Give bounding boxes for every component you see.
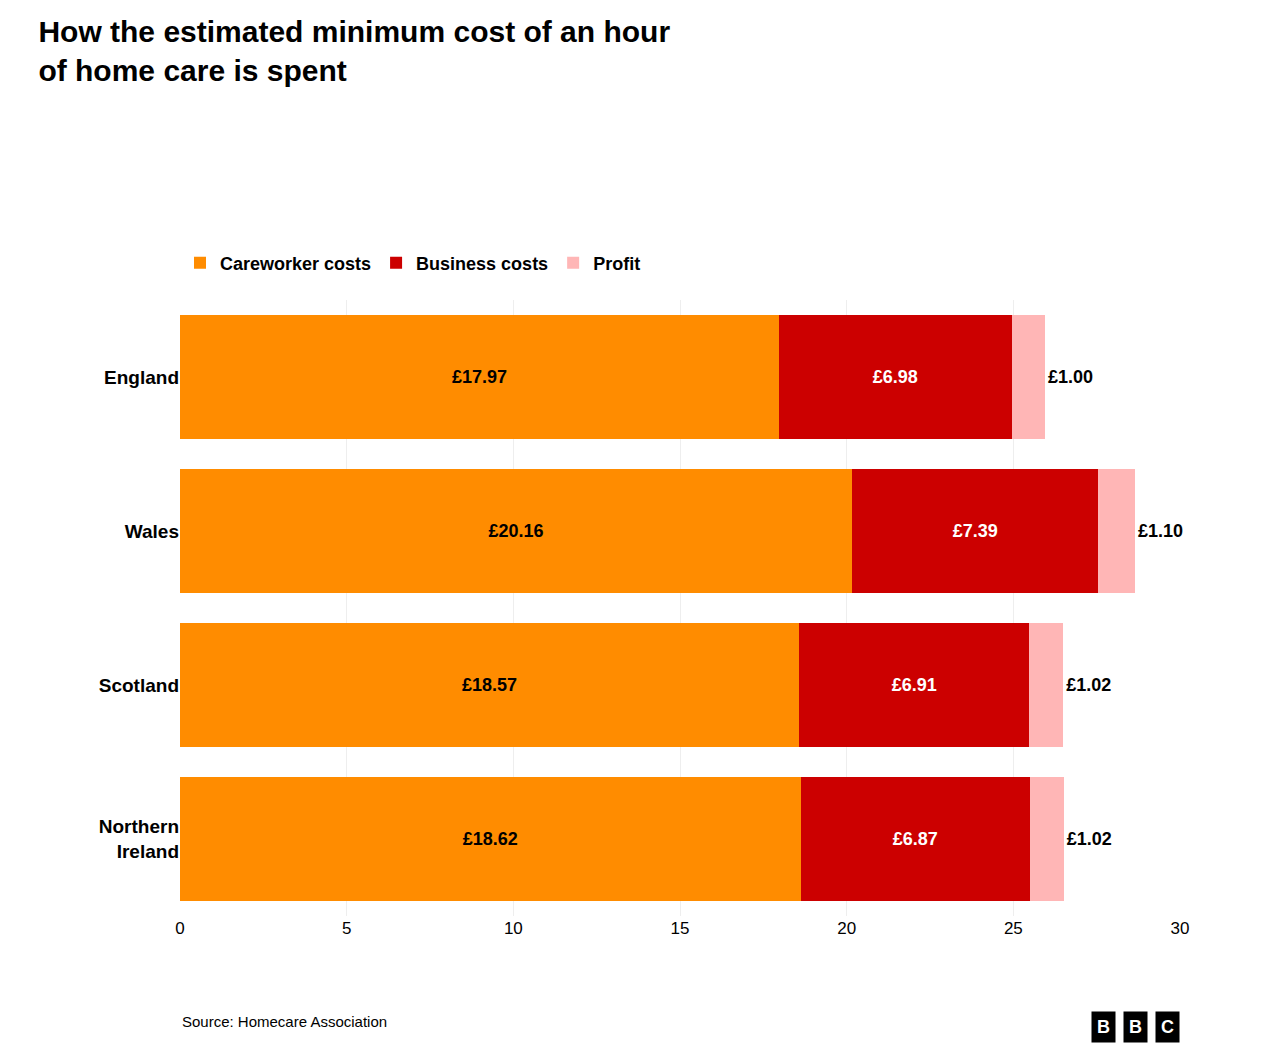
svg-text:£1.00: £1.00 [1048,367,1093,387]
svg-text:£6.91: £6.91 [892,675,937,695]
svg-text:B: B [1129,1017,1142,1037]
svg-text:£1.02: £1.02 [1067,829,1112,849]
svg-text:£6.98: £6.98 [873,367,918,387]
svg-text:How the estimated minimum cost: How the estimated minimum cost of an hou… [38,15,670,87]
svg-text:£1.10: £1.10 [1138,521,1183,541]
svg-text:20: 20 [837,919,856,938]
svg-text:10: 10 [504,919,523,938]
svg-text:25: 25 [1004,919,1023,938]
svg-text:15: 15 [671,919,690,938]
svg-text:£1.02: £1.02 [1066,675,1111,695]
svg-text:£6.87: £6.87 [893,829,938,849]
svg-text:Source: Homecare Association: Source: Homecare Association [182,1013,387,1030]
svg-text:£17.97: £17.97 [452,367,507,387]
svg-text:NorthernIreland: NorthernIreland [99,816,179,862]
svg-text:£18.57: £18.57 [462,675,517,695]
svg-text:Profit: Profit [593,254,640,274]
svg-text:Business costs: Business costs [416,254,548,274]
svg-text:30: 30 [1171,919,1190,938]
svg-text:5: 5 [342,919,351,938]
svg-text:Wales: Wales [125,521,179,542]
svg-text:Scotland: Scotland [99,675,179,696]
svg-text:Careworker costs: Careworker costs [220,254,371,274]
svg-text:C: C [1161,1017,1174,1037]
svg-text:£18.62: £18.62 [463,829,518,849]
svg-text:England: England [104,367,179,388]
svg-text:0: 0 [175,919,184,938]
svg-text:£7.39: £7.39 [953,521,998,541]
svg-text:B: B [1097,1017,1110,1037]
svg-text:£20.16: £20.16 [488,521,543,541]
